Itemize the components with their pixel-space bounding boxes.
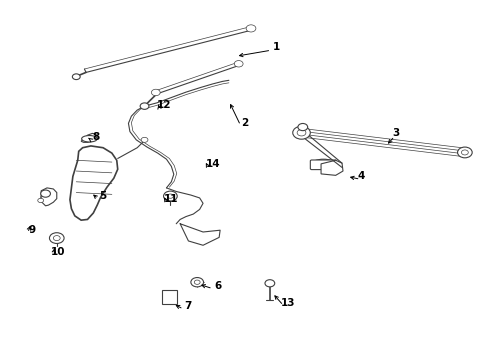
Text: 2: 2 [241, 118, 247, 128]
Circle shape [140, 103, 149, 109]
Circle shape [141, 137, 148, 142]
Circle shape [72, 74, 80, 80]
Polygon shape [70, 146, 118, 220]
Ellipse shape [311, 159, 334, 168]
Text: 4: 4 [357, 171, 365, 181]
Circle shape [167, 194, 173, 198]
Circle shape [49, 233, 64, 243]
FancyBboxPatch shape [162, 290, 176, 304]
Circle shape [292, 126, 310, 139]
Circle shape [194, 280, 200, 284]
Text: 13: 13 [281, 298, 295, 308]
FancyBboxPatch shape [310, 160, 336, 170]
Circle shape [297, 130, 305, 136]
Circle shape [457, 147, 471, 158]
Circle shape [245, 25, 255, 32]
Text: 8: 8 [92, 132, 99, 142]
Text: 6: 6 [214, 281, 221, 291]
Circle shape [163, 191, 177, 201]
Text: 7: 7 [184, 301, 192, 311]
Polygon shape [321, 160, 342, 175]
Circle shape [190, 278, 203, 287]
Ellipse shape [81, 135, 97, 142]
Circle shape [53, 235, 60, 240]
Circle shape [297, 123, 307, 131]
Circle shape [461, 150, 468, 155]
Text: 14: 14 [205, 159, 220, 169]
Circle shape [264, 280, 274, 287]
Text: 12: 12 [157, 100, 171, 110]
Polygon shape [81, 134, 97, 142]
Text: 11: 11 [164, 194, 178, 204]
Polygon shape [41, 188, 57, 206]
Circle shape [151, 89, 160, 96]
Circle shape [234, 60, 243, 67]
Text: 9: 9 [29, 225, 36, 235]
Text: 5: 5 [99, 191, 106, 201]
Text: 3: 3 [391, 129, 399, 138]
Circle shape [41, 190, 50, 197]
Text: 1: 1 [272, 42, 279, 52]
Circle shape [38, 198, 43, 203]
Text: 10: 10 [51, 247, 65, 257]
